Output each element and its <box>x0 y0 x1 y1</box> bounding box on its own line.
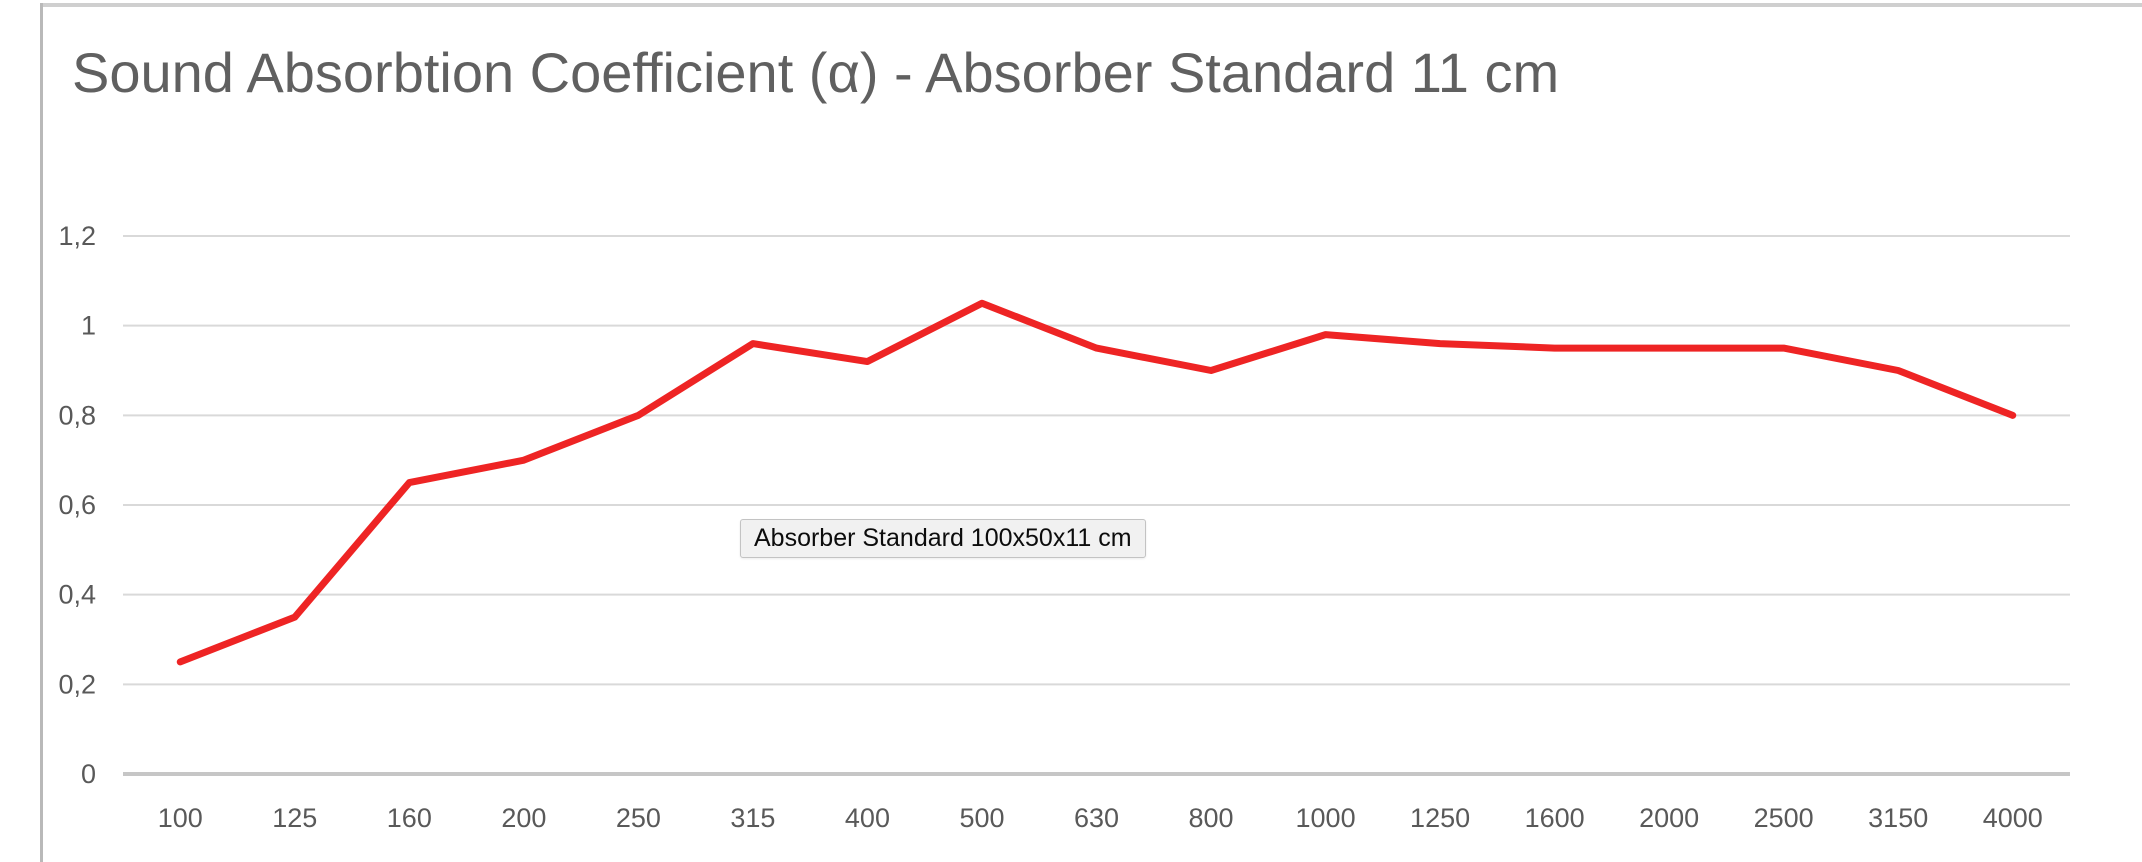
y-tick-label: 0 <box>81 759 96 789</box>
y-tick-label: 1 <box>81 311 96 341</box>
y-tick-label: 0,4 <box>58 580 96 610</box>
y-tick-label: 0,2 <box>58 669 96 699</box>
y-tick-label: 0,6 <box>58 490 96 520</box>
x-tick-label: 160 <box>387 803 432 833</box>
x-tick-label: 125 <box>272 803 317 833</box>
frame-left-border <box>40 3 43 862</box>
x-tick-label: 800 <box>1188 803 1233 833</box>
x-tick-label: 315 <box>730 803 775 833</box>
x-tick-label: 250 <box>616 803 661 833</box>
x-tick-label: 1000 <box>1296 803 1356 833</box>
chart-title: Sound Absorbtion Coefficient (α) - Absor… <box>72 41 1560 104</box>
x-tick-label: 2000 <box>1639 803 1699 833</box>
x-tick-label: 100 <box>158 803 203 833</box>
series-line[interactable] <box>176 299 2017 666</box>
y-tick-label: 0,8 <box>58 400 96 430</box>
x-tick-label: 500 <box>959 803 1004 833</box>
y-tick-label: 1,2 <box>58 221 96 251</box>
x-tick-label: 630 <box>1074 803 1119 833</box>
x-tick-label: 2500 <box>1754 803 1814 833</box>
x-tick-label: 400 <box>845 803 890 833</box>
x-tick-label: 4000 <box>1983 803 2043 833</box>
frame-top-border <box>40 3 2142 7</box>
x-tick-label: 1250 <box>1410 803 1470 833</box>
x-tick-label: 200 <box>501 803 546 833</box>
x-tick-label: 3150 <box>1868 803 1928 833</box>
x-tick-label: 1600 <box>1525 803 1585 833</box>
series-hover-tooltip: Absorber Standard 100x50x11 cm <box>740 519 1146 558</box>
